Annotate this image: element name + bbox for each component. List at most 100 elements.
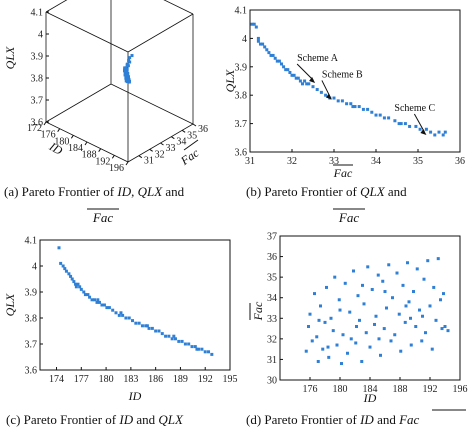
panel-b-point [319, 90, 323, 94]
panel-b-point [340, 99, 344, 103]
panel-b-point [433, 133, 437, 137]
panel-b-ylabel: QLX [223, 69, 237, 92]
panel-c-point [72, 280, 76, 284]
panel-d-point [412, 290, 415, 294]
panel-b-point [418, 127, 422, 131]
panel-c-point [173, 337, 177, 341]
panel-c-caption-part-0: (c) Pareto Frontier of [6, 412, 119, 427]
panel-b-point [290, 73, 294, 77]
panel-b-ticks: 31 32 33 34 35 36 3.6 3.7 3.8 3.9 4 4.1 [235, 6, 466, 168]
panel-d-point [407, 300, 411, 304]
panel-d-point [420, 339, 424, 343]
panel-a-ytick-label: 32 [155, 149, 165, 160]
panel-d-point [335, 343, 339, 347]
panel-d-point [354, 341, 358, 345]
panel-c-xtick-label: 186 [148, 374, 163, 385]
panel-c-point [140, 324, 144, 328]
panel-b-annotation-arrowhead [325, 93, 332, 100]
panel-d-point [374, 314, 378, 318]
panel-c-point [100, 303, 104, 307]
panel-d-point [404, 304, 408, 308]
panel-a-ytick-mark [181, 129, 186, 133]
panel-c-ticks: 174 177 180 183 186 189 192 195 3.6 3.7 3.8 3.9 4 4.1 [25, 236, 238, 386]
panel-b-point [353, 105, 357, 109]
panel-b-point [250, 22, 254, 26]
panel-c-point [76, 282, 80, 286]
panel-b-point [265, 48, 269, 52]
panel-b-point [273, 56, 277, 60]
panel-d-point [377, 337, 381, 341]
panel-b-point [307, 82, 311, 86]
panel-b-annotation-label: Scheme A [297, 53, 339, 64]
panel-d-caption-tail: Fac [398, 412, 419, 427]
panel-a-caption-part-1: ID [116, 184, 131, 199]
panel-d-point [391, 296, 394, 300]
panel-b-point [296, 76, 300, 80]
panel-b-point [332, 96, 336, 100]
panel-c-point [97, 300, 101, 304]
panel-d-point [428, 304, 432, 308]
panel-d-point [395, 271, 399, 275]
panel-c-point [183, 342, 187, 346]
panel-b-xlabel: Fac [333, 166, 353, 180]
panel-a-ytick-label: 31 [144, 156, 154, 167]
panel-d-point [424, 331, 427, 335]
panel-a-ztick-label: 3.7 [31, 96, 44, 107]
panel-d-point [331, 329, 335, 333]
panel-b-point [393, 119, 397, 123]
panel-d-point [356, 294, 360, 298]
panel-d-point [397, 312, 401, 316]
panel-d-point [442, 292, 445, 296]
panel-c-xtick-label: 192 [198, 374, 213, 385]
panel-c-point [63, 267, 67, 271]
panel-c-point [164, 334, 168, 338]
panel-b-ytick-label: 3.9 [235, 62, 248, 73]
panel-b-annotation-arrow [321, 80, 331, 97]
panel-d-point [361, 283, 364, 287]
panel-a-edge [45, 0, 68, 13]
panel-b-point [336, 99, 340, 103]
panel-b-caption-line2: Fac [338, 210, 359, 225]
panel-b-annotation-arrowhead [309, 76, 316, 83]
panel-c-point [105, 306, 109, 310]
panel-d-point [360, 359, 364, 363]
panel-a-caption-part-0: (a) Pareto Frontier of [4, 184, 117, 199]
panel-b-ytick-label: 3.8 [235, 91, 248, 102]
panel-b-point [269, 53, 273, 57]
panel-b-annotation-label: Scheme C [394, 103, 435, 114]
panel-c-xtick-label: 174 [49, 374, 64, 385]
panel-d-point [307, 325, 310, 329]
panel-d-ytick-label: 31 [267, 355, 277, 366]
panel-a-edge [163, 0, 194, 15]
panel-b-xtick-label: 35 [413, 156, 423, 167]
panel-d-point [436, 257, 440, 261]
panel-d-point [304, 349, 308, 353]
panel-d-point [355, 325, 358, 329]
panel-c-point [64, 269, 68, 273]
panel-b-point [282, 65, 286, 69]
panel-c-point [86, 293, 90, 297]
panel-b-point [403, 122, 407, 126]
panel-c-xtick-label: 189 [173, 374, 188, 385]
panel-a-ytick-label: 35 [187, 130, 197, 141]
panel-c-xtick-label: 183 [123, 374, 138, 385]
panel-d-point [337, 298, 341, 302]
panel-c-point [203, 350, 207, 354]
panel-b-annotation-arrow [413, 113, 425, 133]
panel-c-point [111, 308, 115, 312]
panel-c-point [134, 321, 138, 325]
panel-d-point [343, 281, 347, 285]
panel-b-xtick-label: 34 [371, 156, 381, 167]
panel-c-point [69, 274, 73, 278]
panel-b-annotation-label: Scheme B [322, 69, 363, 80]
panel-d-point [362, 302, 366, 306]
panel-c-point [61, 264, 65, 268]
panel-b-point [349, 102, 353, 106]
panel-d-point [440, 327, 444, 331]
panel-d-point [352, 269, 355, 273]
panel-a-xtick-mark [98, 148, 102, 152]
panel-c-xtick-label: 180 [99, 374, 114, 385]
panel-a-edge [45, 11, 129, 53]
panel-a-xtick-mark [84, 141, 88, 146]
panel-d-xtick-label: 184 [363, 384, 378, 395]
